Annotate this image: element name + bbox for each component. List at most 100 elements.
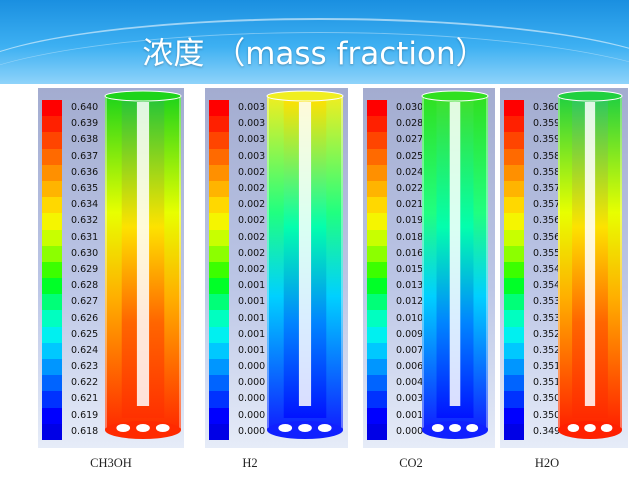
colorbar-entry: 0.625 <box>42 326 102 343</box>
colorbar-tick-label: 0.000 <box>238 377 266 389</box>
colorbar-tick-label: 0.356 <box>533 231 561 243</box>
colorbar-legend: 0.003 0.003 0.003 0.003 0.002 0.002 0.002 0.002… <box>209 100 269 440</box>
colorbar-swatch <box>504 407 524 424</box>
colorbar-tick-label: 0.001 <box>238 344 266 356</box>
colorbar-swatch <box>504 197 524 214</box>
colorbar-swatch <box>209 229 229 246</box>
colorbar-entry: 0.015 <box>367 261 427 279</box>
colorbar-swatch <box>504 342 524 359</box>
colorbar-swatch <box>367 342 387 359</box>
colorbar-swatch <box>42 326 62 343</box>
colorbar-swatch <box>367 245 387 262</box>
colorbar-tick-label: 0.000 <box>238 425 266 437</box>
colorbar-entry: 0.027 <box>367 132 427 149</box>
colorbar-tick-label: 0.360 <box>533 102 561 114</box>
colorbar-entry: 0.028 <box>367 116 427 133</box>
colorbar-tick-label: 0.003 <box>238 134 266 146</box>
colorbar-entry: 0.002 <box>209 229 269 246</box>
colorbar-entry: 0.024 <box>367 164 427 181</box>
colorbar-tick-label: 0.027 <box>396 134 424 146</box>
colorbar-tick-label: 0.358 <box>533 150 561 162</box>
colorbar-entry: 0.003 <box>209 132 269 149</box>
colorbar-swatch <box>504 391 524 408</box>
colorbar-entry: 0.352 <box>504 326 564 343</box>
colorbar-swatch <box>367 391 387 408</box>
colorbar-swatch <box>209 213 229 230</box>
colorbar-swatch <box>209 423 229 440</box>
colorbar-entry: 0.356 <box>504 229 564 246</box>
colorbar-tick-label: 0.637 <box>71 150 99 162</box>
colorbar-entry: 0.353 <box>504 294 564 311</box>
colorbar-entry: 0.354 <box>504 278 564 295</box>
colorbar-tick-label: 0.356 <box>533 215 561 227</box>
colorbar-entry: 0.000 <box>209 375 269 392</box>
colorbar-entry: 0.623 <box>42 359 102 376</box>
tube-contour-plot <box>266 90 344 439</box>
colorbar-entry: 0.636 <box>42 164 102 181</box>
colorbar-entry: 0.357 <box>504 197 564 214</box>
species-label-h2: H2 <box>242 456 258 470</box>
colorbar-tick-label: 0.626 <box>71 312 99 324</box>
colorbar-swatch <box>504 229 524 246</box>
colorbar-entry: 0.618 <box>42 423 102 440</box>
colorbar-entry: 0.010 <box>367 310 427 327</box>
colorbar-tick-label: 0.000 <box>238 361 266 373</box>
colorbar-tick-label: 0.357 <box>533 199 561 211</box>
colorbar-entry: 0.357 <box>504 180 564 198</box>
colorbar-tick-label: 0.010 <box>396 312 424 324</box>
colorbar-swatch <box>504 423 524 440</box>
colorbar-entry: 0.007 <box>367 342 427 359</box>
banner-wave-decoration-2 <box>0 32 629 84</box>
colorbar-entry: 0.002 <box>209 213 269 230</box>
colorbar-entry: 0.000 <box>209 391 269 408</box>
colorbar-entry: 0.628 <box>42 278 102 295</box>
tube-outlet-hole <box>155 424 170 432</box>
colorbar-tick-label: 0.634 <box>71 199 99 211</box>
colorbar-swatch <box>367 359 387 376</box>
tube-outlet-hole <box>584 424 596 432</box>
species-label-h2o: H2O <box>534 456 560 470</box>
colorbar-swatch <box>504 148 524 165</box>
colorbar-tick-label: 0.631 <box>71 231 99 243</box>
colorbar-tick-label: 0.002 <box>238 199 266 211</box>
tube-outlet-hole <box>466 424 479 432</box>
colorbar-swatch <box>367 423 387 440</box>
colorbar-swatch <box>504 375 524 392</box>
colorbar-tick-label: 0.009 <box>396 328 424 340</box>
colorbar-tick-label: 0.624 <box>71 344 99 356</box>
colorbar-tick-label: 0.002 <box>238 231 266 243</box>
colorbar-tick-label: 0.003 <box>238 102 266 114</box>
colorbar-swatch <box>504 164 524 181</box>
colorbar-swatch <box>42 310 62 327</box>
colorbar-swatch <box>209 197 229 214</box>
colorbar-entry: 0.013 <box>367 278 427 295</box>
colorbar-swatch <box>42 197 62 214</box>
colorbar-entry: 0.000 <box>209 423 269 440</box>
colorbar-entry: 0.001 <box>209 278 269 295</box>
colorbar-entry: 0.360 <box>504 100 564 117</box>
colorbar-tick-label: 0.002 <box>238 215 266 227</box>
colorbar-entry: 0.003 <box>209 100 269 117</box>
colorbar-tick-label: 0.623 <box>71 361 99 373</box>
colorbar-swatch <box>209 245 229 262</box>
colorbar-tick-label: 0.024 <box>396 166 424 178</box>
colorbar-swatch <box>504 100 524 117</box>
colorbar-entry: 0.350 <box>504 391 564 408</box>
contour-panel-ch3oh: 0.640 0.639 0.638 0.637 0.636 0.635 0.634 0.632… <box>38 88 184 448</box>
colorbar-tick-label: 0.352 <box>533 328 561 340</box>
colorbar-tick-label: 0.025 <box>396 150 424 162</box>
colorbar-tick-label: 0.635 <box>71 183 99 195</box>
colorbar-swatch <box>42 229 62 246</box>
species-label-co2: CO2 <box>399 456 423 470</box>
tube-outlet-hole <box>431 424 444 432</box>
tube-outlet-hole <box>600 424 613 432</box>
colorbar-entry: 0.003 <box>209 148 269 165</box>
colorbar-entry: 0.619 <box>42 407 102 424</box>
colorbar-tick-label: 0.351 <box>533 361 561 373</box>
colorbar-tick-label: 0.357 <box>533 183 561 195</box>
colorbar-tick-label: 0.019 <box>396 215 424 227</box>
colorbar-tick-label: 0.358 <box>533 166 561 178</box>
colorbar-swatch <box>209 132 229 149</box>
colorbar-entry: 0.030 <box>367 100 427 117</box>
tube-outlet-hole <box>449 424 461 432</box>
